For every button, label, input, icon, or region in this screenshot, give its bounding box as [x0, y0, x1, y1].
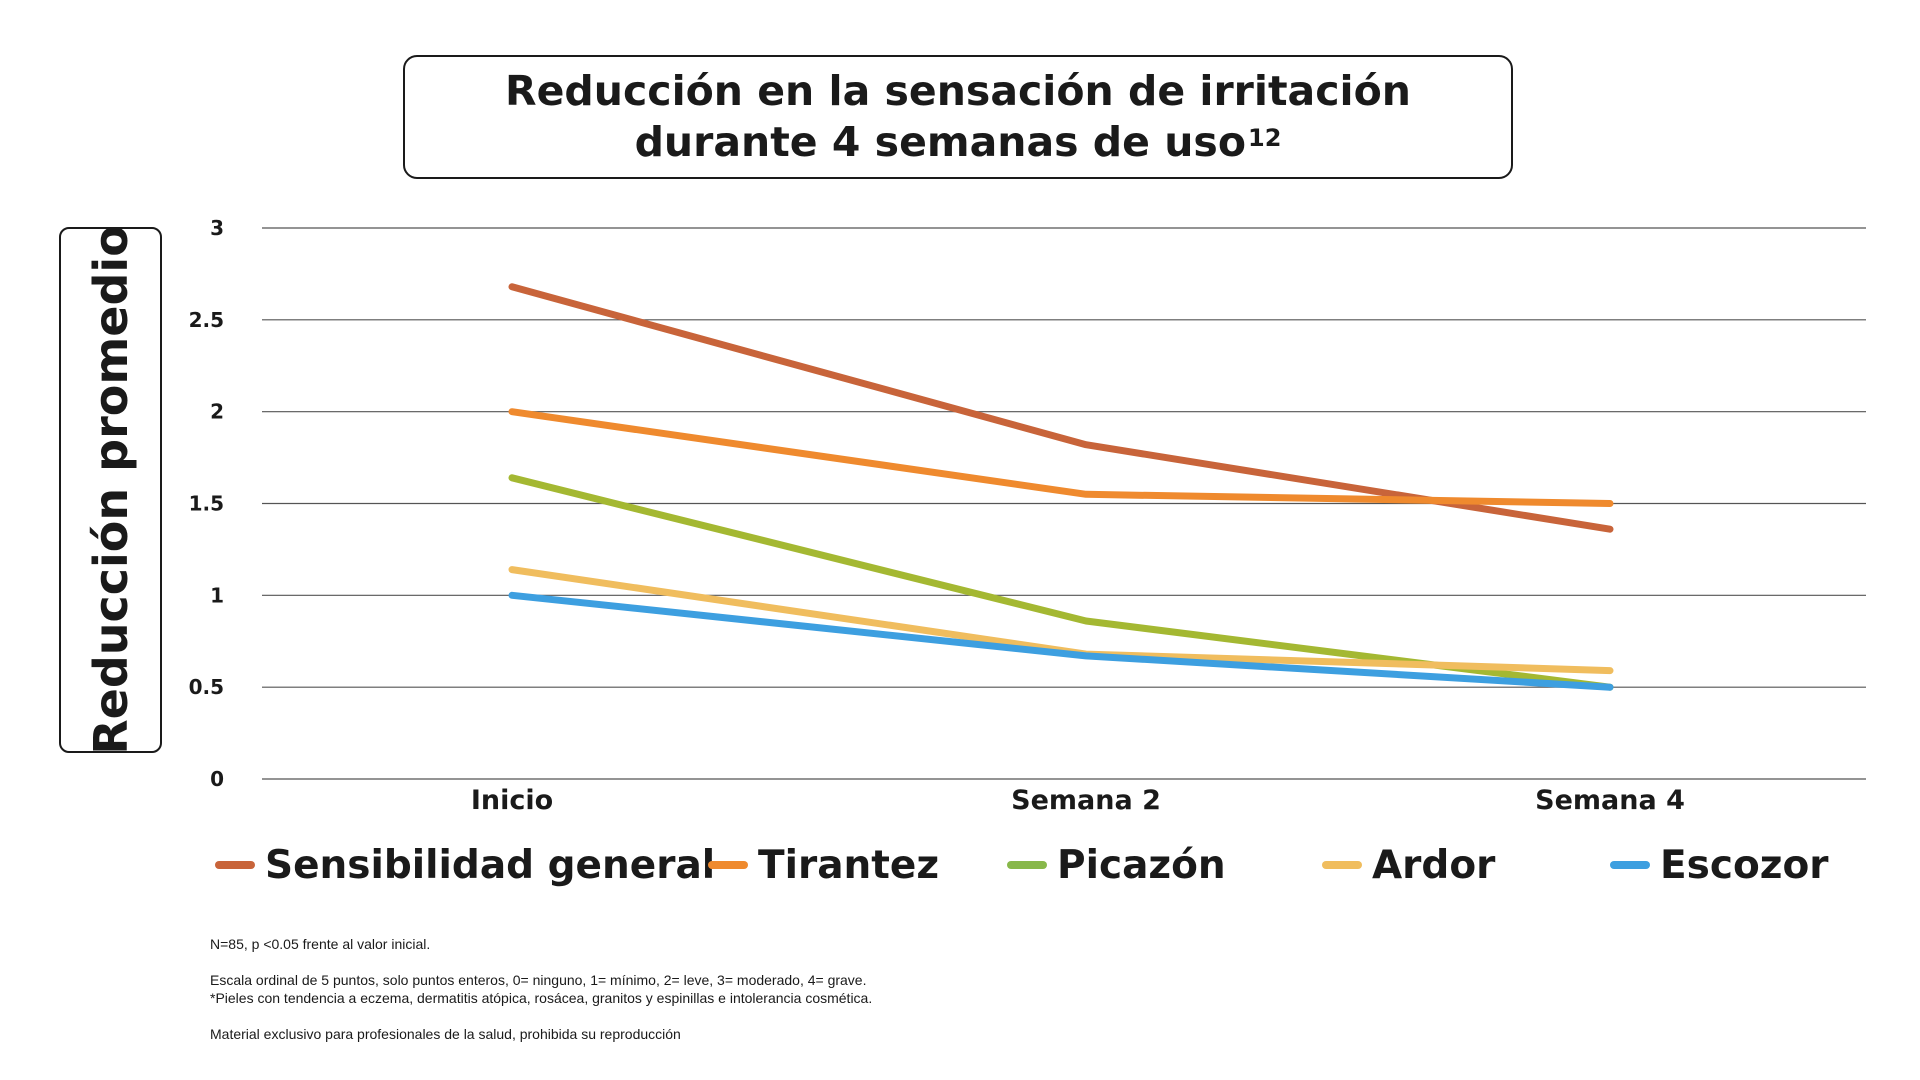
- legend-swatch: [215, 861, 255, 869]
- footnote-skin-types: *Pieles con tendencia a eczema, dermatit…: [210, 990, 873, 1006]
- legend-label: Tirantez: [758, 842, 940, 888]
- x-tick-label: Semana 4: [1535, 785, 1685, 816]
- y-axis-label-box: Reducción promedio: [59, 225, 162, 755]
- chart-title-box: Reducción en la sensación de irritación …: [403, 55, 1513, 179]
- series-line-1: [508, 408, 1614, 507]
- y-tick-label: 2: [210, 400, 224, 424]
- legend-swatch: [1610, 861, 1650, 869]
- legend-label: Ardor: [1372, 842, 1496, 888]
- footnotes: N=85, p <0.05 frente al valor inicial. E…: [210, 935, 1210, 1043]
- y-tick-labels: 0 0.5 1 1.5 2 2.5 3: [189, 216, 224, 791]
- legend: Sensibilidad general Tirantez Picazón Ar…: [215, 840, 1829, 890]
- footnote-scale: Escala ordinal de 5 puntos, solo puntos …: [210, 972, 867, 988]
- y-tick-label: 0: [210, 767, 224, 791]
- legend-item-sensibilidad-general: Sensibilidad general: [215, 840, 715, 890]
- footnote-sample: N=85, p <0.05 frente al valor inicial.: [210, 936, 431, 952]
- y-tick-label: 1.5: [189, 492, 224, 516]
- y-tick-label: 2.5: [189, 308, 224, 332]
- x-tick-label: Inicio: [471, 785, 553, 816]
- x-tick-labels: Inicio Semana 2 Semana 4: [471, 785, 1685, 816]
- footnote-disclaimer: Material exclusivo para profesionales de…: [210, 1026, 681, 1042]
- legend-item-ardor: Ardor: [1322, 840, 1495, 890]
- legend-swatch: [1007, 861, 1047, 869]
- legend-item-tirantez: Tirantez: [708, 840, 939, 890]
- y-tick-label: 0.5: [189, 675, 224, 699]
- legend-item-escozor: Escozor: [1610, 840, 1829, 890]
- y-tick-label: 3: [210, 216, 224, 240]
- legend-item-picazon: Picazón: [1007, 840, 1226, 890]
- series-layer: [508, 283, 1614, 691]
- legend-label: Escozor: [1660, 842, 1829, 888]
- y-tick-label: 1: [210, 583, 224, 607]
- legend-swatch: [1322, 861, 1362, 869]
- legend-label: Picazón: [1057, 842, 1226, 888]
- title-superscript: 12: [1248, 124, 1282, 152]
- legend-label: Sensibilidad general: [265, 842, 716, 888]
- chart-title-line1: Reducción en la sensación de irritación: [505, 67, 1411, 115]
- legend-swatch: [708, 861, 748, 869]
- x-tick-label: Semana 2: [1011, 785, 1161, 816]
- chart-title-line2: durante 4 semanas de uso12: [635, 117, 1282, 168]
- grid-layer: [262, 227, 1866, 780]
- series-line-4: [508, 591, 1614, 691]
- chart-title-line2-text: durante 4 semanas de uso: [634, 118, 1246, 166]
